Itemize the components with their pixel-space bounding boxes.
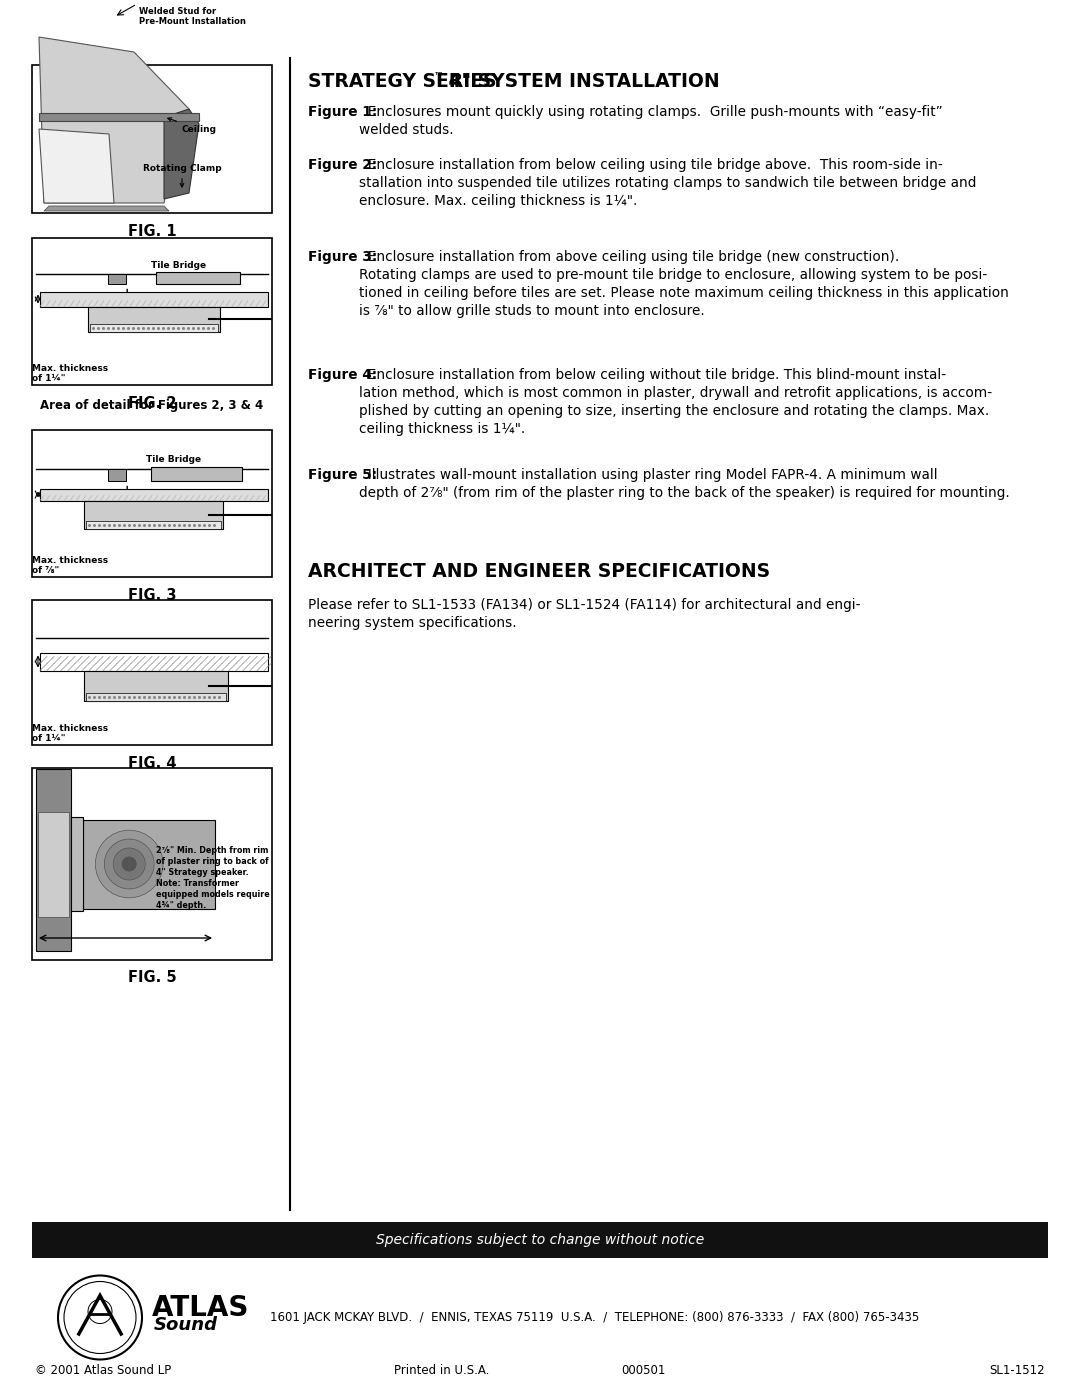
Text: FIG. 3: FIG. 3 bbox=[127, 588, 176, 602]
Text: Enclosures mount quickly using rotating clamps.  Grille push-mounts with “easy-f: Enclosures mount quickly using rotating … bbox=[360, 105, 943, 137]
Bar bbox=[83, 820, 215, 908]
Text: 4¾" depth.: 4¾" depth. bbox=[156, 901, 206, 911]
Circle shape bbox=[58, 1275, 141, 1359]
Bar bbox=[86, 521, 221, 528]
Bar bbox=[71, 817, 83, 911]
Bar bbox=[38, 812, 69, 916]
Circle shape bbox=[113, 848, 145, 880]
Text: ARCHITECT AND ENGINEER SPECIFICATIONS: ARCHITECT AND ENGINEER SPECIFICATIONS bbox=[308, 562, 770, 581]
Polygon shape bbox=[39, 129, 114, 203]
Text: Enclosure installation from above ceiling using tile bridge (new construction).
: Enclosure installation from above ceilin… bbox=[360, 250, 1009, 317]
Text: 000501: 000501 bbox=[621, 1363, 665, 1376]
Bar bbox=[84, 671, 228, 700]
Text: Tile Bridge: Tile Bridge bbox=[147, 454, 202, 464]
Text: Ceiling: Ceiling bbox=[167, 117, 217, 134]
Text: Max. thickness
of 1¼": Max. thickness of 1¼" bbox=[32, 724, 108, 743]
Bar bbox=[36, 768, 71, 951]
Text: FIG. 5: FIG. 5 bbox=[127, 971, 176, 985]
Text: FIG. 2: FIG. 2 bbox=[127, 395, 176, 411]
Text: Tile Bridge: Tile Bridge bbox=[151, 260, 206, 270]
Bar bbox=[32, 1222, 1048, 1259]
Circle shape bbox=[122, 856, 136, 872]
Bar bbox=[40, 489, 268, 500]
Text: Enclosure installation from below ceiling without tile bridge. This blind-mount : Enclosure installation from below ceilin… bbox=[360, 367, 993, 436]
Polygon shape bbox=[44, 205, 168, 211]
Text: Max. thickness
of ⅞": Max. thickness of ⅞" bbox=[32, 556, 108, 576]
Bar bbox=[32, 430, 272, 577]
Bar bbox=[39, 113, 199, 122]
Text: 2⁷⁄₈" Min. Depth from rim: 2⁷⁄₈" Min. Depth from rim bbox=[156, 847, 268, 855]
Text: Please refer to SL1-1533 (FA134) or SL1-1524 (FA114) for architectural and engi-: Please refer to SL1-1533 (FA134) or SL1-… bbox=[308, 598, 861, 630]
Text: ™: ™ bbox=[433, 70, 443, 80]
Text: Figure 3:: Figure 3: bbox=[308, 250, 377, 264]
Text: Illustrates wall-mount installation using plaster ring Model FAPR-4. A minimum w: Illustrates wall-mount installation usin… bbox=[360, 468, 1010, 500]
Bar bbox=[86, 693, 226, 700]
Bar bbox=[151, 467, 242, 481]
Text: Enclosure installation from below ceiling using tile bridge above.  This room-si: Enclosure installation from below ceilin… bbox=[360, 158, 976, 208]
Bar bbox=[40, 652, 268, 671]
Text: 1601 JACK MCKAY BLVD.  /  ENNIS, TEXAS 75119  U.S.A.  /  TELEPHONE: (800) 876-33: 1601 JACK MCKAY BLVD. / ENNIS, TEXAS 751… bbox=[270, 1310, 919, 1324]
Text: SL1-1512: SL1-1512 bbox=[989, 1363, 1045, 1376]
Text: FIG. 4: FIG. 4 bbox=[127, 756, 176, 771]
Text: FIG. 1: FIG. 1 bbox=[127, 224, 176, 239]
Text: Figure 4:: Figure 4: bbox=[308, 367, 377, 381]
Text: 4" SYSTEM INSTALLATION: 4" SYSTEM INSTALLATION bbox=[442, 73, 719, 91]
Polygon shape bbox=[39, 36, 189, 203]
Bar bbox=[108, 274, 126, 284]
Text: Figure 5:: Figure 5: bbox=[308, 468, 377, 482]
Bar bbox=[40, 292, 268, 306]
Text: Sound: Sound bbox=[154, 1316, 218, 1334]
Text: of plaster ring to back of: of plaster ring to back of bbox=[156, 858, 268, 866]
Text: equipped models require: equipped models require bbox=[156, 890, 269, 900]
Circle shape bbox=[105, 840, 154, 888]
Text: Figure 2:: Figure 2: bbox=[308, 158, 377, 172]
Bar bbox=[32, 66, 272, 212]
Text: Figure 1:: Figure 1: bbox=[308, 105, 377, 119]
Text: © 2001 Atlas Sound LP: © 2001 Atlas Sound LP bbox=[35, 1363, 172, 1376]
Text: STRATEGY SERIES: STRATEGY SERIES bbox=[308, 73, 497, 91]
Text: 4" Strategy speaker.: 4" Strategy speaker. bbox=[156, 868, 248, 877]
Bar bbox=[87, 306, 220, 331]
Circle shape bbox=[95, 830, 163, 898]
Text: ATLAS: ATLAS bbox=[152, 1294, 249, 1322]
Bar bbox=[32, 768, 272, 960]
Text: Max. thickness
of 1¼": Max. thickness of 1¼" bbox=[32, 363, 108, 383]
Bar bbox=[84, 500, 222, 528]
Bar bbox=[90, 324, 218, 331]
Text: Note: Transformer: Note: Transformer bbox=[156, 879, 239, 888]
Bar bbox=[156, 271, 240, 284]
Text: Rotating Clamp: Rotating Clamp bbox=[143, 163, 221, 187]
Text: Specifications subject to change without notice: Specifications subject to change without… bbox=[376, 1234, 704, 1248]
Polygon shape bbox=[164, 109, 199, 198]
Bar bbox=[32, 237, 272, 386]
Text: Printed in U.S.A.: Printed in U.S.A. bbox=[394, 1363, 489, 1376]
Bar bbox=[32, 599, 272, 745]
Text: Area of detail for Figures 2, 3 & 4: Area of detail for Figures 2, 3 & 4 bbox=[40, 400, 264, 412]
Bar bbox=[108, 468, 126, 481]
Text: Welded Stud for
Pre-Mount Installation: Welded Stud for Pre-Mount Installation bbox=[139, 7, 246, 27]
